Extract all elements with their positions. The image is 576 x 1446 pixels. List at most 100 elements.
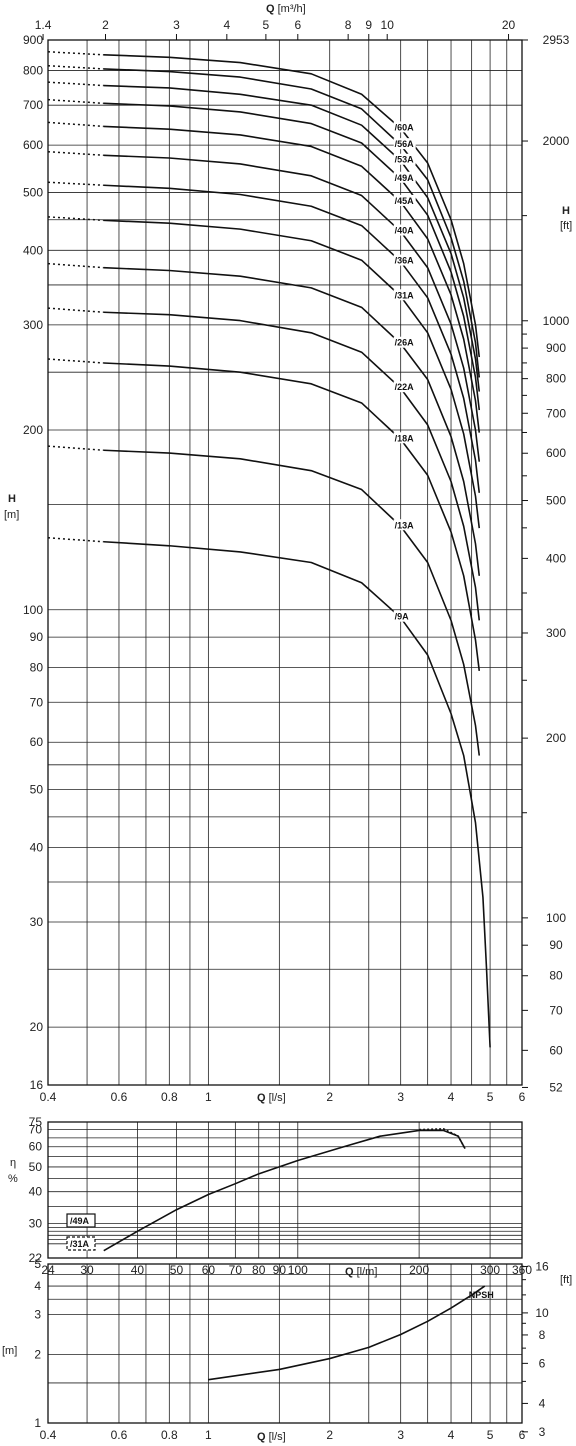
npsh-chart-frame <box>47 1263 523 1424</box>
npsh-y-axis-tick-right: 16 <box>535 1259 549 1273</box>
y-axis-tick-left: 60 <box>30 735 44 749</box>
eff-y-axis-tick: 70 <box>29 1123 43 1137</box>
curve-series-12 <box>103 540 491 1048</box>
efficiency-chart-frame <box>47 1121 523 1259</box>
series-label: /60A <box>395 122 415 132</box>
npsh-x-axis-tick: 0.4 <box>40 1428 57 1442</box>
x-axis-tick: 1 <box>205 1090 212 1104</box>
npsh-x-axis-tick: 0.8 <box>161 1428 178 1442</box>
right-y-axis-title: H <box>562 205 570 217</box>
npsh-left-axis-unit: [m] <box>2 1345 17 1357</box>
top-axis-tick: 3 <box>173 18 180 32</box>
top-axis-tick: 8 <box>345 18 352 32</box>
eff-x-axis-tick: 40 <box>131 1263 145 1277</box>
efficiency-axis-symbol: η <box>10 1157 16 1169</box>
y-axis-tick-right: 700 <box>546 406 566 420</box>
npsh-curve-label: NPSH <box>469 1290 494 1300</box>
npsh-y-axis-tick-right: 8 <box>539 1328 546 1342</box>
series-label: /53A <box>395 155 415 165</box>
npsh-y-axis-tick-right: 3 <box>539 1425 546 1439</box>
series-label-bg-7 <box>393 289 416 301</box>
eff-y-axis-tick: 40 <box>29 1185 43 1199</box>
y-axis-tick-left: 200 <box>23 423 43 437</box>
top-axis-tick: 9 <box>365 18 372 32</box>
dotted-segment-1 <box>47 64 104 70</box>
y-axis-tick-right: 300 <box>546 626 566 640</box>
grid-lines <box>48 40 522 1423</box>
eff-x-axis-tick: 360 <box>512 1263 532 1277</box>
y-axis-tick-right: 900 <box>546 341 566 355</box>
npsh-y-axis-tick-right: 4 <box>539 1396 546 1410</box>
top-axis-tick: 6 <box>294 18 301 32</box>
eff-y-axis-tick: 50 <box>29 1160 43 1174</box>
legend-label-49a: /49A <box>70 1216 90 1226</box>
y-axis-tick-left: 300 <box>23 318 43 332</box>
series-label-bg-3 <box>393 171 416 183</box>
x-axis-tick: 4 <box>448 1090 455 1104</box>
y-axis-tick-right: 200 <box>546 731 566 745</box>
npsh-y-axis-tick-left: 4 <box>34 1279 41 1293</box>
curve-series-9 <box>103 311 481 621</box>
efficiency-x-axis-title: Q [l/m] <box>345 1266 377 1278</box>
y-axis-tick-left: 900 <box>23 33 43 47</box>
y-axis-tick-left: 500 <box>23 185 43 199</box>
legend-box-31a <box>66 1236 96 1251</box>
series-labels: /60A/56A/53A/49A/45A/40A/36A/31A/26A/22A… <box>393 121 494 1300</box>
y-axis-tick-right: 70 <box>549 1003 563 1017</box>
dotted-segment-11 <box>47 445 104 451</box>
eff-x-axis-tick: 200 <box>409 1263 429 1277</box>
eff-x-axis-tick: 30 <box>80 1263 94 1277</box>
series-label: /45A <box>395 196 415 206</box>
npsh-curve-0 <box>208 1285 486 1381</box>
y-axis-tick-left: 90 <box>30 630 44 644</box>
series-label-bg-9 <box>393 381 416 393</box>
y-axis-tick-right: 2953 <box>543 33 570 47</box>
npsh-x-axis-title: Q [l/s] <box>257 1431 286 1443</box>
eff-y-axis-tick: 75 <box>29 1115 43 1129</box>
dotted-segment-0 <box>47 51 104 56</box>
y-axis-tick-left: 700 <box>23 98 43 112</box>
tick-labels: 1.4 2 3 4 5 6 8 9 10 200.4 0.6 0.8 1 2 3 4 5 616203040506… <box>23 18 570 1442</box>
dotted-segment-2 <box>47 81 104 87</box>
eff-y-axis-tick: 60 <box>29 1140 43 1154</box>
legend-label-31a: /31A <box>70 1239 90 1249</box>
npsh-x-axis-tick: 5 <box>487 1428 494 1442</box>
x-axis-tick: 0.8 <box>161 1090 178 1104</box>
right-y-axis-unit: [ft] <box>560 220 572 232</box>
npsh-y-axis-tick-left: 3 <box>34 1307 41 1321</box>
curve-series-2 <box>103 84 481 392</box>
dotted-segment-10 <box>47 358 104 364</box>
curve-series-5 <box>103 154 481 462</box>
series-label-bg-0 <box>393 121 416 133</box>
dotted-segment-3 <box>47 98 104 105</box>
dotted-segment-8 <box>47 262 104 269</box>
eff-x-axis-tick: 100 <box>288 1263 308 1277</box>
npsh-x-axis-tick: 2 <box>326 1428 333 1442</box>
series-label-bg-1 <box>393 138 416 150</box>
y-axis-tick-right: 600 <box>546 446 566 460</box>
top-axis-title: Q [m³/h] <box>266 3 306 15</box>
x-axis-tick: 3 <box>397 1090 404 1104</box>
y-axis-tick-right: 2000 <box>543 134 570 148</box>
series-label-bg-6 <box>393 254 416 266</box>
npsh-right-axis-unit: [ft] <box>560 1274 572 1286</box>
curve-series-3 <box>103 102 481 411</box>
series-label: /22A <box>395 382 415 392</box>
series-label: /56A <box>395 139 415 149</box>
y-axis-tick-right: 80 <box>549 969 563 983</box>
dotted-segment-12 <box>47 537 104 543</box>
series-label: /40A <box>395 226 415 236</box>
series-label-bg-5 <box>393 224 416 236</box>
series-label: /13A <box>395 520 415 530</box>
dotted-segment-5 <box>47 150 104 157</box>
eff-x-axis-tick: 80 <box>252 1263 266 1277</box>
main-x-axis-title: Q [l/s] <box>257 1092 286 1104</box>
npsh-y-axis-tick-right: 6 <box>539 1356 546 1370</box>
y-axis-tick-left: 70 <box>30 695 44 709</box>
dotted-segment-7 <box>47 216 104 222</box>
npsh-x-axis-tick: 3 <box>397 1428 404 1442</box>
dotted-segment-6 <box>47 181 104 187</box>
series-label: /26A <box>395 338 415 348</box>
npsh-x-axis-tick: 4 <box>448 1428 455 1442</box>
chart-frames <box>47 39 523 1424</box>
